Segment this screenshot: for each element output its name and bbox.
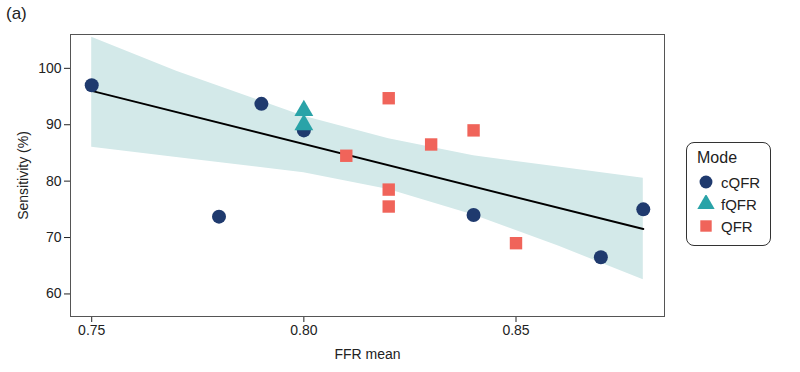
svg-text:0.85: 0.85 — [502, 322, 529, 338]
svg-text:70: 70 — [46, 229, 62, 245]
html-text:(a): (a) — [6, 4, 27, 23]
svg-text:0.75: 0.75 — [78, 322, 105, 338]
svg-text:100: 100 — [38, 60, 62, 76]
svg-text:60: 60 — [46, 285, 62, 301]
svg-text:80: 80 — [46, 173, 62, 189]
html-text:fQFR: fQFR — [721, 195, 757, 213]
html-text:cQFR: cQFR — [721, 173, 761, 191]
svg-text:0.80: 0.80 — [290, 322, 317, 338]
svg-text:FFR mean: FFR mean — [334, 346, 400, 362]
html-text:Mode: Mode — [697, 149, 737, 166]
svg-text:90: 90 — [46, 116, 62, 132]
svg-text:Sensitivity (%): Sensitivity (%) — [15, 131, 31, 220]
html-text:QFR: QFR — [721, 217, 753, 235]
